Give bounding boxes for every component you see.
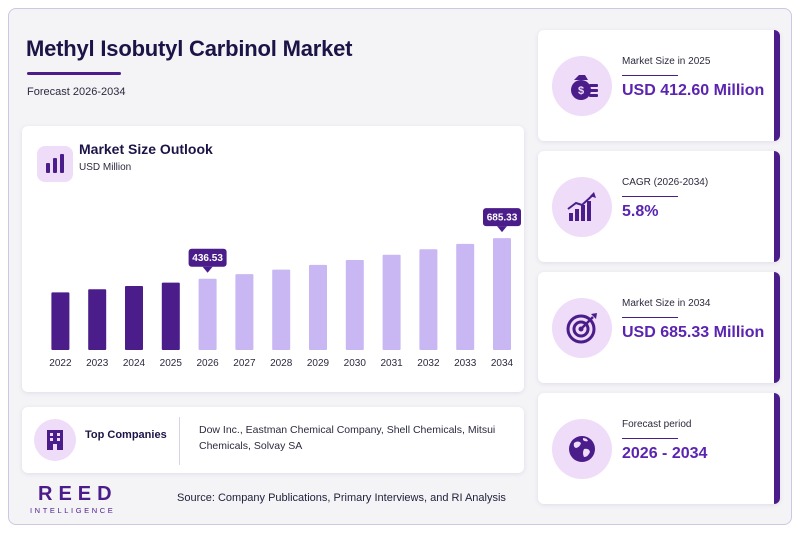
stat-value: 5.8% — [622, 203, 659, 220]
bar-chart-icon — [37, 146, 73, 182]
x-tick-label: 2031 — [380, 358, 403, 369]
stat-label: Forecast period — [622, 419, 692, 430]
stat-label: Market Size in 2025 — [622, 56, 711, 67]
x-tick-label: 2028 — [270, 358, 293, 369]
x-tick-label: 2030 — [344, 358, 367, 369]
stat-card-market-size-2034: Market Size in 2034 USD 685.33 Million — [538, 272, 780, 383]
chart-title: Market Size Outlook — [79, 141, 213, 157]
bar-2027 — [235, 274, 254, 350]
x-tick-label: 2023 — [86, 358, 109, 369]
top-companies-list: Dow Inc., Eastman Chemical Company, Shel… — [199, 424, 496, 452]
page-title: Methyl Isobutyl Carbinol Market — [26, 36, 353, 61]
data-callout-2034: 685.33 — [483, 208, 521, 233]
top-companies-card: Top Companies Dow Inc., Eastman Chemical… — [22, 407, 524, 473]
stat-underline — [622, 196, 678, 197]
title-underline — [27, 72, 121, 75]
bar-2025 — [161, 282, 180, 350]
bar-2029 — [309, 264, 327, 350]
stat-underline — [622, 317, 678, 318]
bar-2023 — [88, 289, 107, 350]
stat-card-cagr: CAGR (2026-2034) 5.8% — [538, 151, 780, 262]
data-label: 436.53 — [192, 253, 223, 264]
x-tick-label: 2025 — [160, 358, 183, 369]
bar-chart: 2022 2023 2024 2025 2026 2027 2028 2029 2030 2031… — [49, 208, 521, 369]
stat-card-market-size-2025: $ Market Size in 2025 USD 412.60 Million — [538, 30, 780, 141]
stat-value: USD 412.60 Million — [622, 82, 765, 99]
growth-chart-icon — [552, 177, 612, 237]
bar-2028 — [272, 269, 291, 350]
bar-2022 — [51, 292, 70, 350]
x-tick-label: 2032 — [417, 358, 440, 369]
top-companies-label: Top Companies — [85, 429, 167, 441]
bar-2030 — [345, 260, 364, 350]
chart-unit: USD Million — [79, 162, 132, 173]
source-note: Source: Company Publications, Primary In… — [177, 492, 506, 504]
stat-value: 2026 - 2034 — [622, 445, 708, 462]
stat-label: Market Size in 2034 — [622, 298, 711, 309]
bar-2031 — [382, 254, 401, 350]
stat-value: USD 685.33 Million — [622, 324, 765, 341]
bar-2034 — [493, 238, 511, 350]
stat-card-forecast-period: Forecast period 2026 - 2034 — [538, 393, 780, 504]
x-tick-label: 2033 — [454, 358, 477, 369]
x-tick-label: 2022 — [49, 358, 72, 369]
page-subtitle: Forecast 2026-2034 — [27, 86, 126, 98]
globe-icon — [552, 419, 612, 479]
building-icon — [34, 419, 76, 461]
stat-underline — [622, 75, 678, 76]
logo-subtitle: INTELLIGENCE — [30, 506, 116, 515]
money-bag-icon: $ — [552, 56, 612, 116]
chart-card: Market Size Outlook USD Million 2022 2023… — [22, 126, 524, 392]
svg-text:$: $ — [578, 85, 584, 97]
bar-2024 — [125, 285, 143, 350]
divider — [179, 417, 180, 465]
stat-label: CAGR (2026-2034) — [622, 177, 709, 188]
data-callout-2026: 436.53 — [188, 248, 227, 273]
target-icon — [552, 298, 612, 358]
bar-2033 — [456, 243, 475, 350]
x-tick-label: 2026 — [196, 358, 219, 369]
x-tick-label: 2034 — [491, 358, 514, 369]
stat-underline — [622, 438, 678, 439]
x-tick-label: 2027 — [233, 358, 256, 369]
data-label: 685.33 — [487, 213, 518, 224]
bar-2032 — [419, 249, 438, 350]
bar-2026 — [198, 278, 217, 350]
x-tick-label: 2024 — [123, 358, 146, 369]
x-tick-label: 2029 — [307, 358, 330, 369]
logo-wordmark: REED — [38, 483, 118, 505]
